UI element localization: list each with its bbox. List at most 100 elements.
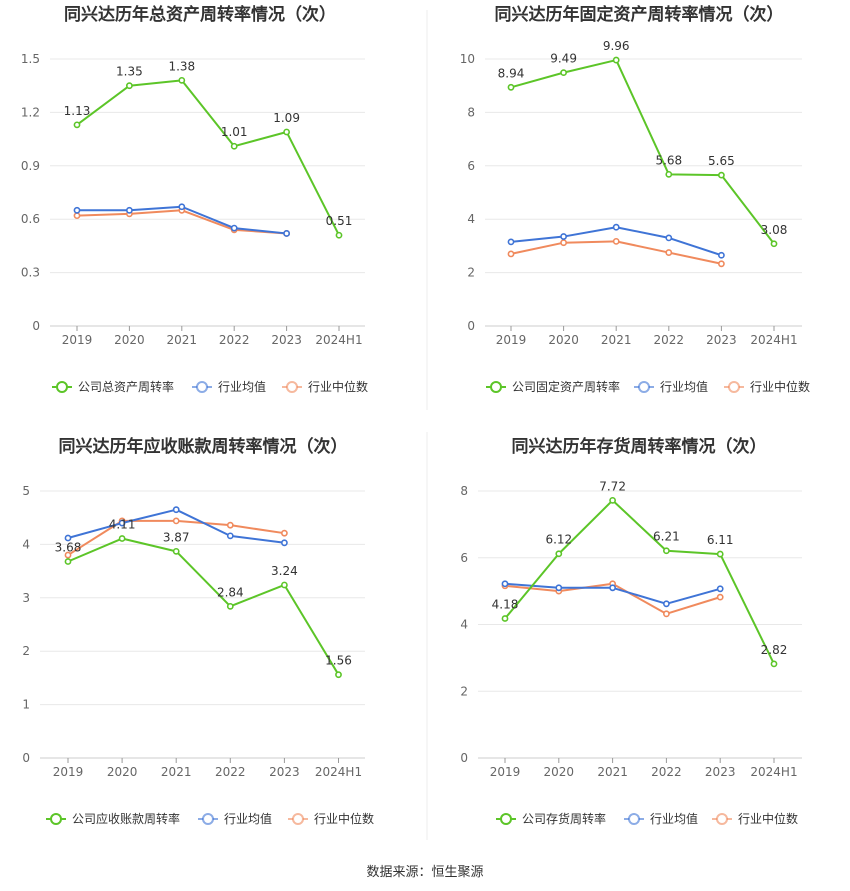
data-point <box>663 600 670 608</box>
legend-label: 公司固定资产周转率 <box>512 379 620 394</box>
legend-label: 公司应收账款周转率 <box>72 811 180 826</box>
legend-label: 公司总资产周转率 <box>78 379 174 394</box>
data-label: 7.72 <box>599 479 626 493</box>
data-label: 2.82 <box>761 643 788 657</box>
x-tick-label: 2019 <box>62 333 93 347</box>
legend-swatch-marker <box>490 381 502 393</box>
data-point <box>118 535 126 542</box>
legend-item-industry-average[interactable]: 行业均值 <box>198 811 272 826</box>
chart-title: 同兴达历年应收账款周转率情况（次） <box>59 436 348 457</box>
data-point <box>716 593 724 601</box>
y-tick-label: 2 <box>460 684 468 698</box>
data-point <box>560 239 567 247</box>
data-point <box>507 83 515 91</box>
data-point <box>501 615 509 622</box>
legend-swatch-marker <box>728 381 740 393</box>
legend-swatch-marker <box>56 381 68 393</box>
data-label: 5.68 <box>655 153 682 167</box>
legend-swatch-marker <box>196 381 208 393</box>
x-tick-label: 2023 <box>705 765 736 779</box>
data-point <box>718 251 725 259</box>
legend-label: 行业中位数 <box>738 811 798 826</box>
legend-item-industry-median[interactable]: 行业中位数 <box>712 811 798 826</box>
data-point <box>507 238 515 246</box>
chart-title: 同兴达历年总资产周转率情况（次） <box>64 4 336 25</box>
data-point <box>555 584 563 592</box>
data-point <box>770 240 778 248</box>
legend-item-industry-median[interactable]: 行业中位数 <box>724 379 810 394</box>
data-label: 8.94 <box>498 66 525 80</box>
legend-label: 行业中位数 <box>308 379 368 394</box>
legend-item-company[interactable]: 公司总资产周转率 <box>52 379 174 394</box>
chart-title: 同兴达历年存货周转率情况（次） <box>512 436 767 457</box>
y-tick-label: 0.6 <box>21 212 40 226</box>
legend-item-company[interactable]: 公司固定资产周转率 <box>486 379 620 394</box>
x-tick-label: 2022 <box>651 765 682 779</box>
x-tick-label: 2020 <box>544 765 575 779</box>
data-label: 3.87 <box>163 530 190 544</box>
data-label: 3.68 <box>55 540 82 554</box>
legend-item-industry-average[interactable]: 行业均值 <box>192 379 266 394</box>
legend-item-industry-median[interactable]: 行业中位数 <box>288 811 374 826</box>
data-point <box>280 539 288 547</box>
y-tick-label: 1.2 <box>21 105 40 119</box>
y-tick-label: 4 <box>467 212 475 226</box>
x-tick-label: 2022 <box>215 765 246 779</box>
legend-swatch-marker <box>716 813 728 825</box>
y-tick-label: 6 <box>467 159 475 173</box>
legend-item-company[interactable]: 公司应收账款周转率 <box>46 811 180 826</box>
data-point <box>612 237 620 245</box>
data-point <box>560 233 567 240</box>
legend-item-industry-average[interactable]: 行业均值 <box>634 379 708 394</box>
y-tick-label: 1.5 <box>21 52 40 66</box>
legend-item-industry-average[interactable]: 行业均值 <box>624 811 698 826</box>
chart-panel-2: 同兴达历年固定资产周转率情况（次） 0 2 4 6 8 10 2019 2020 2021 2022… <box>460 4 810 394</box>
legend-label: 行业均值 <box>218 379 266 394</box>
x-tick-label: 2020 <box>548 333 579 347</box>
data-label: 5.65 <box>708 154 735 168</box>
data-point <box>73 121 81 129</box>
legend-item-industry-median[interactable]: 行业中位数 <box>282 379 368 394</box>
data-point <box>283 128 290 136</box>
series-line-company <box>510 59 775 245</box>
data-label: 9.96 <box>603 39 630 53</box>
legend-item-company[interactable]: 公司存货周转率 <box>496 811 606 826</box>
legend-swatch-marker <box>292 813 304 825</box>
series-line-company <box>504 499 775 665</box>
data-point <box>770 660 778 668</box>
x-tick-label: 2019 <box>490 765 521 779</box>
data-point <box>172 506 180 514</box>
y-tick-label: 4 <box>460 618 468 632</box>
data-point <box>501 580 509 588</box>
data-label: 0.51 <box>326 214 353 228</box>
data-label: 3.24 <box>271 564 298 578</box>
x-tick-label: 2020 <box>107 765 138 779</box>
x-tick-label: 2021 <box>597 765 628 779</box>
data-point <box>64 534 72 542</box>
legend-swatch-marker <box>628 813 640 825</box>
chart-panel-4: 同兴达历年存货周转率情况（次） 0 2 4 6 8 2019 2020 2021 2022 2023… <box>460 436 802 826</box>
data-label: 9.49 <box>550 52 577 66</box>
data-point <box>125 82 133 90</box>
y-tick-label: 4 <box>22 537 30 551</box>
data-label: 1.01 <box>221 125 248 139</box>
y-tick-label: 3 <box>22 591 30 605</box>
x-tick-label: 2022 <box>654 333 685 347</box>
legend-label: 行业均值 <box>660 379 708 394</box>
legend-swatch-marker <box>50 813 62 825</box>
data-point <box>226 602 234 610</box>
data-point <box>663 610 670 618</box>
data-point <box>716 550 724 558</box>
legend-swatch-marker <box>638 381 650 393</box>
data-point <box>172 517 180 525</box>
data-point <box>560 69 567 77</box>
x-tick-label: 2021 <box>167 333 198 347</box>
data-point <box>118 519 126 527</box>
x-tick-label: 2019 <box>496 333 527 347</box>
data-label: 2.84 <box>217 585 244 599</box>
data-label: 4.11 <box>109 518 136 532</box>
x-tick-label: 2022 <box>219 333 250 347</box>
y-tick-label: 2 <box>467 266 475 280</box>
y-tick-label: 0.9 <box>21 159 40 173</box>
